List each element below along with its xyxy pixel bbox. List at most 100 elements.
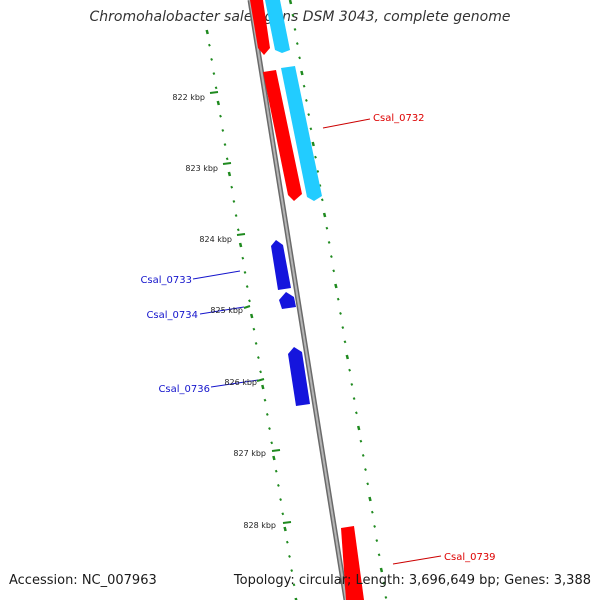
tick-dot [265, 412, 269, 416]
tick-dot [307, 113, 311, 117]
callout-line-csal-0734 [199, 306, 245, 315]
tick-dot [241, 256, 245, 260]
tick-dot [327, 240, 331, 244]
scale-tick-mark [256, 378, 265, 382]
tick-dot [334, 283, 338, 289]
tick-dot-tracks [205, 0, 388, 600]
tick-dot [230, 185, 234, 189]
gene-label-csal-0732[interactable]: Csal_0732 [373, 113, 425, 124]
tick-dot [339, 311, 342, 315]
tick-dot [261, 384, 265, 390]
tick-dot [279, 498, 282, 502]
accession-label: Accession: NC_007963 [9, 573, 157, 588]
tick-dot [285, 540, 289, 544]
callout-line-csal-0736 [210, 379, 259, 388]
tick-dot [234, 214, 238, 218]
tick-dot [259, 370, 262, 374]
tick-dot [352, 397, 356, 401]
map-title: Chromohalobacter salexigens DSM 3043, co… [89, 9, 511, 25]
scale-tick-label: 825 kbp [210, 306, 243, 315]
tick-dot [210, 57, 213, 61]
tick-dot [356, 425, 361, 431]
tick-dot [295, 42, 299, 46]
tick-dot [208, 43, 211, 47]
scale-tick-label: 823 kbp [185, 164, 218, 173]
tick-dot [361, 453, 365, 457]
genome-backbone-highlight [249, 0, 347, 600]
tick-dot [263, 398, 267, 402]
tick-dot [272, 455, 276, 461]
tick-dot [277, 483, 280, 487]
cds-arrow-forward[interactable] [265, 0, 290, 53]
cds-arrow-forward[interactable] [281, 66, 322, 201]
tick-dot [257, 356, 260, 360]
tick-dot [311, 141, 315, 147]
tick-dot [216, 100, 221, 106]
tick-dot [336, 297, 340, 301]
gene-label-csal-0739[interactable]: Csal_0739 [444, 552, 496, 563]
tick-dot [330, 255, 333, 259]
tick-dot [305, 98, 308, 102]
tick-dot [384, 595, 388, 599]
tick-dot [377, 553, 381, 557]
scale-tick-mark [271, 449, 281, 452]
summary-label: Topology: circular; Length: 3,696,649 bp… [233, 573, 591, 588]
scale-tick-label: 826 kbp [224, 378, 257, 387]
scale-tick-label: 824 kbp [199, 235, 232, 244]
tick-dot [219, 114, 222, 118]
tick-dot [316, 169, 320, 173]
tick-dot [373, 524, 376, 528]
tick-dot [294, 597, 298, 600]
tick-dot [243, 270, 247, 274]
callout-line-csal-0733 [192, 270, 241, 280]
tick-dot [325, 226, 329, 230]
gene-label-csal-0734[interactable]: Csal_0734 [146, 310, 198, 321]
tick-dot [366, 482, 370, 486]
tick-dot [302, 84, 306, 88]
tick-dot [375, 539, 379, 543]
tick-dot [221, 128, 225, 132]
tick-dot [293, 27, 297, 31]
callout-line-csal-0732 [322, 118, 371, 129]
gene-arrow-forward[interactable] [250, 0, 270, 55]
tick-dot [350, 382, 354, 386]
gene-arrow-reverse[interactable] [288, 347, 310, 406]
gene-arrow-reverse[interactable] [271, 240, 291, 290]
tick-dot [300, 70, 304, 76]
tick-dot [291, 13, 295, 17]
callout-line-csal-0739 [392, 555, 442, 565]
scale-tick-mark [282, 521, 292, 524]
tick-dot [382, 581, 386, 585]
tick-dot [227, 171, 232, 177]
tick-dot [364, 468, 367, 472]
tick-dot [341, 326, 345, 330]
tick-dot [248, 299, 251, 303]
tick-dot [254, 341, 258, 345]
tick-dot [298, 56, 301, 60]
tick-dot [232, 199, 236, 203]
gene-label-csal-0736[interactable]: Csal_0736 [158, 384, 210, 395]
tick-dot [238, 242, 243, 248]
tick-dot [309, 127, 313, 131]
tick-dot [274, 469, 278, 473]
tick-dot [214, 86, 218, 90]
scale-tick-mark [243, 305, 251, 309]
tick-dot [236, 228, 240, 232]
tick-dot [314, 155, 317, 159]
gene-arrow-forward[interactable] [263, 70, 302, 201]
tick-dot [252, 327, 256, 331]
tick-dot [270, 441, 274, 445]
tick-dot [359, 439, 363, 443]
tick-dot [332, 269, 336, 273]
tick-dot [292, 583, 296, 587]
tick-dot [212, 72, 216, 76]
tick-dot [281, 512, 285, 516]
gene-arrow-reverse[interactable] [279, 292, 296, 309]
gene-label-csal-0733[interactable]: Csal_0733 [140, 275, 192, 286]
gene-arrow-forward[interactable] [341, 526, 364, 600]
scale-tick-label: 827 kbp [233, 449, 266, 458]
tick-dot [345, 354, 350, 360]
scale-tick-mark [209, 91, 219, 94]
tick-dot [348, 368, 351, 372]
